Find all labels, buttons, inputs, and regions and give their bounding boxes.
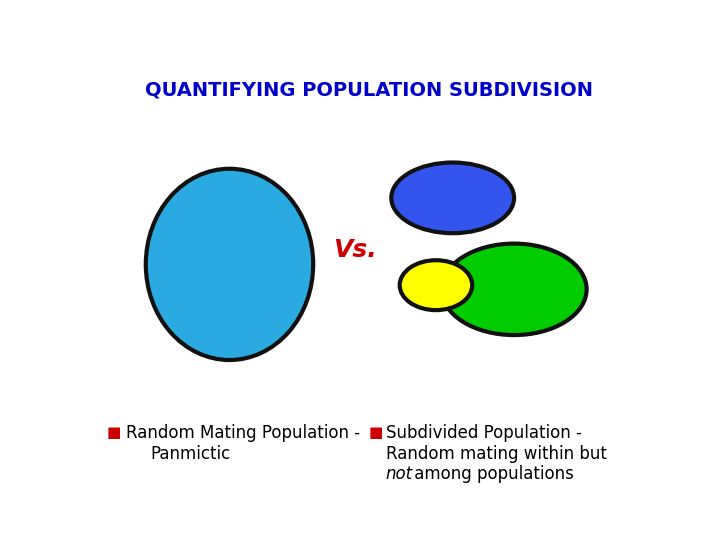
Text: Vs.: Vs. <box>333 238 377 262</box>
Ellipse shape <box>441 244 587 335</box>
Ellipse shape <box>400 260 472 310</box>
Text: Random mating within but: Random mating within but <box>386 444 607 463</box>
Text: ■: ■ <box>369 426 383 440</box>
Ellipse shape <box>392 163 514 233</box>
Text: QUANTIFYING POPULATION SUBDIVISION: QUANTIFYING POPULATION SUBDIVISION <box>145 80 593 99</box>
Ellipse shape <box>145 168 313 360</box>
Text: Panmictic: Panmictic <box>150 444 230 463</box>
Text: Random Mating Population -: Random Mating Population - <box>126 424 361 442</box>
Text: not: not <box>386 465 413 483</box>
Text: Subdivided Population -: Subdivided Population - <box>386 424 582 442</box>
Text: ■: ■ <box>107 426 121 440</box>
Text: among populations: among populations <box>409 465 574 483</box>
